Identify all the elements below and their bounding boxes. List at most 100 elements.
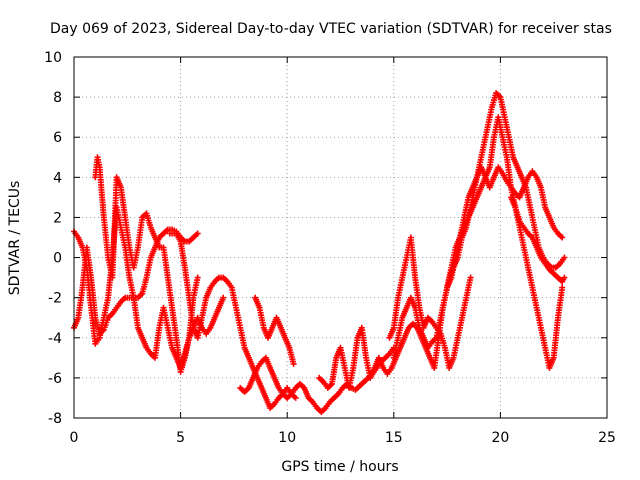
data-point (222, 276, 225, 279)
data-point (544, 262, 546, 265)
data-point (471, 186, 474, 189)
x-tick-label: 10 (278, 430, 296, 446)
data-point (107, 256, 109, 259)
data-point (248, 357, 250, 359)
data-point (403, 336, 406, 339)
data-point (499, 96, 502, 98)
data-point (505, 180, 508, 183)
data-point (548, 216, 551, 219)
data-point (265, 357, 267, 359)
data-point (265, 397, 267, 399)
data-point (188, 336, 190, 339)
data-point (132, 266, 135, 269)
data-point (459, 236, 461, 239)
data-point (461, 316, 463, 319)
data-point (137, 326, 139, 329)
data-point (535, 306, 538, 309)
axes: 0 5 10 15 20 25 -8 -6 -4 -2 0 2 4 6 8 10 (44, 50, 616, 446)
data-point (493, 136, 495, 139)
data-point (476, 196, 478, 199)
data-point (523, 226, 525, 229)
data-point (141, 336, 144, 339)
data-point (218, 306, 220, 309)
data-point (552, 272, 555, 275)
data-point (469, 206, 472, 209)
data-point (230, 286, 233, 289)
data-point (273, 377, 276, 379)
data-point (518, 226, 521, 229)
data-point (184, 240, 186, 243)
data-point (271, 326, 274, 329)
data-point (103, 216, 105, 219)
data-point (256, 377, 259, 379)
data-point (294, 397, 297, 399)
data-point (320, 411, 323, 413)
data-point (486, 126, 489, 128)
data-point (154, 236, 156, 239)
data-point (365, 357, 367, 359)
data-point (514, 206, 517, 209)
data-point (329, 401, 331, 403)
data-point (98, 336, 101, 339)
data-point (235, 306, 237, 309)
y-tick-label: 10 (44, 50, 62, 66)
data-point (120, 186, 122, 189)
data-point (527, 266, 529, 269)
data-point (431, 320, 433, 323)
y-tick-label: 8 (53, 90, 62, 106)
data-point (456, 336, 459, 339)
data-point (145, 347, 148, 349)
x-tick-label: 5 (176, 430, 185, 446)
data-point (514, 192, 517, 195)
data-point (111, 276, 114, 279)
data-point (339, 347, 342, 349)
y-tick-label: -6 (48, 371, 62, 387)
data-point (552, 226, 555, 229)
data-point (85, 266, 88, 269)
y-axis-title: SDTVAR / TECUs (7, 181, 23, 296)
data-point (162, 232, 165, 235)
data-point (405, 306, 408, 309)
data-point (184, 266, 186, 269)
data-point (495, 92, 497, 94)
data-point (433, 367, 436, 369)
data-point (167, 326, 169, 329)
data-point (324, 407, 327, 409)
data-point (196, 276, 199, 279)
data-point (96, 156, 99, 159)
data-point (480, 166, 483, 169)
data-point (94, 342, 97, 345)
data-point (548, 268, 551, 271)
data-point (205, 296, 207, 299)
data-point (491, 106, 493, 108)
data-point (213, 280, 216, 283)
data-point (326, 387, 329, 389)
data-point (510, 186, 512, 189)
data-point (120, 226, 122, 229)
data-point (318, 377, 320, 379)
data-point (201, 316, 203, 319)
data-series (92, 154, 201, 375)
data-point (555, 266, 557, 269)
data-point (388, 336, 391, 339)
data-point (480, 186, 483, 189)
chart-title: Day 069 of 2023, Sidereal Day-to-day VTE… (50, 21, 612, 37)
data-point (124, 216, 126, 219)
data-point (382, 367, 384, 369)
y-tick-label: -8 (48, 411, 62, 427)
y-tick-label: -4 (48, 331, 62, 347)
data-point (167, 276, 169, 279)
data-point (115, 176, 118, 179)
data-point (282, 393, 284, 395)
data-point (213, 316, 216, 319)
data-point (294, 387, 297, 389)
data-point (407, 326, 410, 329)
data-point (465, 296, 468, 299)
data-point (401, 316, 404, 319)
data-point (262, 326, 265, 329)
data-point (171, 306, 173, 309)
data-point (158, 326, 161, 329)
data-point (284, 336, 286, 339)
y-tick-label: 2 (53, 210, 62, 226)
data-point (427, 347, 429, 349)
